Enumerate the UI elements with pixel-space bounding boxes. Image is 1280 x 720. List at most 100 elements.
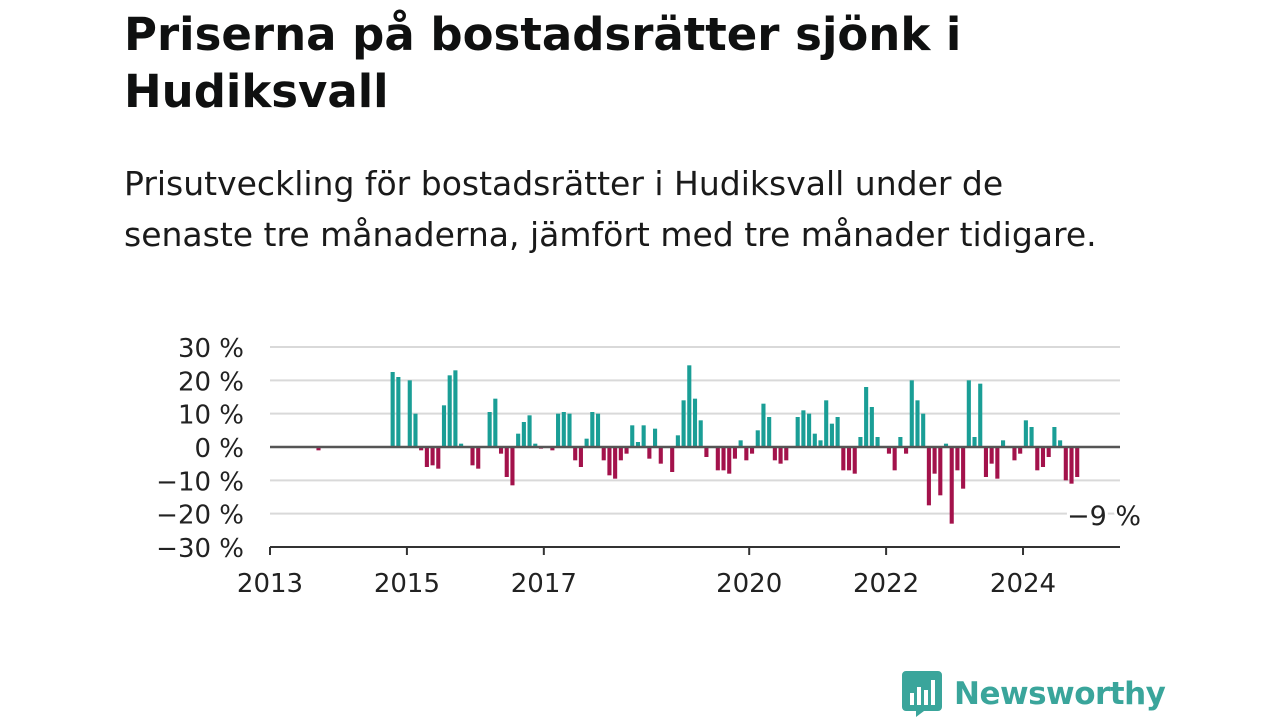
bar <box>1012 447 1017 461</box>
bar <box>864 387 869 447</box>
bar <box>447 375 452 447</box>
bar <box>824 400 829 447</box>
bar <box>1023 420 1028 447</box>
bar <box>675 435 680 447</box>
bar <box>795 417 800 447</box>
bar <box>430 447 435 466</box>
bar <box>801 410 806 447</box>
bar <box>715 447 720 471</box>
bar <box>613 447 618 479</box>
bar <box>635 442 641 447</box>
bar <box>704 447 709 457</box>
bar <box>1018 447 1023 454</box>
bar <box>829 423 834 447</box>
bar <box>516 433 521 447</box>
bar <box>493 398 498 447</box>
bar <box>624 447 629 454</box>
y-tick-label: −20 % <box>156 501 244 531</box>
bar <box>670 447 675 472</box>
bar <box>886 447 892 454</box>
bar <box>1040 447 1046 467</box>
bar <box>470 447 475 466</box>
bar <box>459 443 464 447</box>
bar <box>898 437 903 447</box>
bar <box>413 413 418 447</box>
bar <box>601 447 606 461</box>
bar <box>1052 427 1057 447</box>
bar <box>869 407 874 447</box>
bar <box>812 433 817 447</box>
bar <box>692 398 698 447</box>
bar <box>875 437 880 447</box>
bar <box>578 447 583 467</box>
brand-name: Newsworthy <box>954 676 1166 712</box>
chart-title: Priserna på bostadsrätter sjönk i Hudiks… <box>124 8 962 118</box>
bar <box>807 413 812 447</box>
bar <box>1035 447 1040 471</box>
last-value-annotation: −9 % <box>1067 501 1141 532</box>
bar <box>533 443 538 447</box>
bar <box>653 428 658 447</box>
bar <box>955 447 960 471</box>
bar <box>595 413 601 447</box>
bar <box>727 447 732 474</box>
bar <box>573 447 578 461</box>
bar <box>738 440 743 447</box>
bar <box>1001 440 1006 447</box>
bar <box>396 377 401 447</box>
bar <box>647 447 652 459</box>
bar <box>584 438 589 447</box>
bar <box>841 447 846 471</box>
bar <box>453 370 458 447</box>
bar <box>846 447 852 471</box>
y-tick-label: −10 % <box>156 467 244 497</box>
bar <box>527 415 532 447</box>
bar <box>436 447 441 469</box>
bar <box>744 447 749 461</box>
bar <box>407 380 412 447</box>
bar <box>590 412 595 447</box>
bar <box>892 447 897 471</box>
bar <box>618 447 623 461</box>
bar <box>498 447 504 454</box>
x-tick-label: 2022 <box>853 569 919 599</box>
y-tick-label: 20 % <box>178 367 244 397</box>
bar <box>755 430 760 447</box>
bar <box>904 447 909 454</box>
bar <box>983 447 988 477</box>
bar <box>818 440 823 447</box>
x-tick-label: 2015 <box>374 569 440 599</box>
bar <box>852 447 857 474</box>
bar <box>721 447 726 471</box>
x-tick-label: 2020 <box>716 569 782 599</box>
bar <box>972 437 977 447</box>
bar <box>419 447 424 451</box>
bar <box>316 447 321 451</box>
bar <box>995 447 1000 479</box>
bar <box>641 425 646 447</box>
bar <box>550 447 555 451</box>
bar <box>556 413 561 447</box>
y-tick-label: −30 % <box>156 534 244 564</box>
bar-chart-icon <box>902 671 942 717</box>
x-tick-label: 2024 <box>990 569 1056 599</box>
bar <box>932 447 937 474</box>
bar <box>1058 440 1063 447</box>
bar <box>784 447 789 461</box>
bar <box>658 447 663 464</box>
bar <box>424 447 429 467</box>
bar <box>681 400 686 447</box>
bar <box>1069 447 1074 484</box>
bar <box>732 447 737 459</box>
bar <box>909 380 914 447</box>
bar <box>476 447 481 469</box>
bar <box>504 447 509 477</box>
bar <box>938 447 943 496</box>
bar <box>761 403 766 447</box>
bar-chart: 30 %20 % 10 %0 %−10 % −20 %−30 % 2013 2015 20… <box>156 334 1144 599</box>
bar <box>949 447 954 524</box>
bar <box>390 372 395 447</box>
chart-subtitle: Prisutveckling för bostadsrätter i Hudik… <box>124 164 1097 254</box>
y-tick-label: 10 % <box>178 401 244 431</box>
bar <box>978 383 983 447</box>
